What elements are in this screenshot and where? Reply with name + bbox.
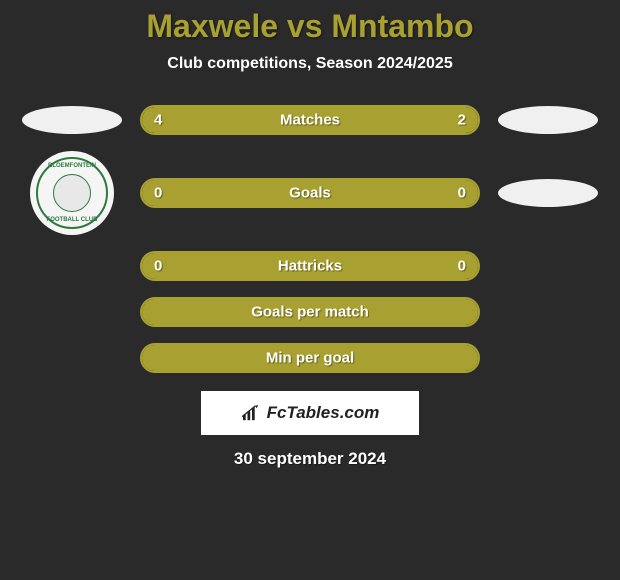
bar-value-right: 0 [458, 258, 466, 275]
bar-hattricks: 0 Hattricks 0 [140, 251, 480, 281]
bar-goals: 0 Goals 0 [140, 178, 480, 208]
club-badge-center-icon [53, 174, 91, 212]
bar-gpm: Goals per match [140, 297, 480, 327]
club-text-bottom: FOOTBALL CLUB [47, 217, 98, 223]
bar-value-right: 0 [458, 185, 466, 202]
page-title: Maxwele vs Mntambo [0, 8, 620, 45]
club-text-top: BLOEMFONTEIN [48, 163, 96, 169]
club-badge-icon: BLOEMFONTEIN FOOTBALL CLUB [30, 151, 114, 235]
bar-label: Matches [280, 112, 340, 129]
right-player-avatar [498, 106, 598, 134]
stat-row-mpg: Min per goal [0, 343, 620, 373]
brand-box: FcTables.com [201, 391, 419, 435]
stat-row-matches: 4 Matches 2 [0, 105, 620, 135]
subtitle: Club competitions, Season 2024/2025 [0, 55, 620, 73]
bar-value-left: 0 [154, 258, 162, 275]
bar-value-left: 4 [154, 112, 162, 129]
avatar-placeholder-icon [498, 106, 598, 134]
bar-matches: 4 Matches 2 [140, 105, 480, 135]
bar-value-left: 0 [154, 185, 162, 202]
avatar-placeholder-icon [498, 179, 598, 207]
chart-icon [241, 404, 263, 422]
stat-row-gpm: Goals per match [0, 297, 620, 327]
right-player-club [498, 179, 598, 207]
stat-row-goals: BLOEMFONTEIN FOOTBALL CLUB 0 Goals 0 [0, 151, 620, 235]
stat-row-hattricks: 0 Hattricks 0 [0, 251, 620, 281]
bar-label: Goals [289, 185, 331, 202]
date-text: 30 september 2024 [0, 449, 620, 469]
left-player-club: BLOEMFONTEIN FOOTBALL CLUB [22, 151, 122, 235]
bar-mpg: Min per goal [140, 343, 480, 373]
bar-value-right: 2 [458, 112, 466, 129]
avatar-placeholder-icon [22, 106, 122, 134]
bar-label: Hattricks [278, 258, 342, 275]
bar-label: Min per goal [266, 350, 354, 367]
brand-text: FcTables.com [267, 403, 380, 423]
bar-label: Goals per match [251, 304, 369, 321]
left-player-avatar [22, 106, 122, 134]
